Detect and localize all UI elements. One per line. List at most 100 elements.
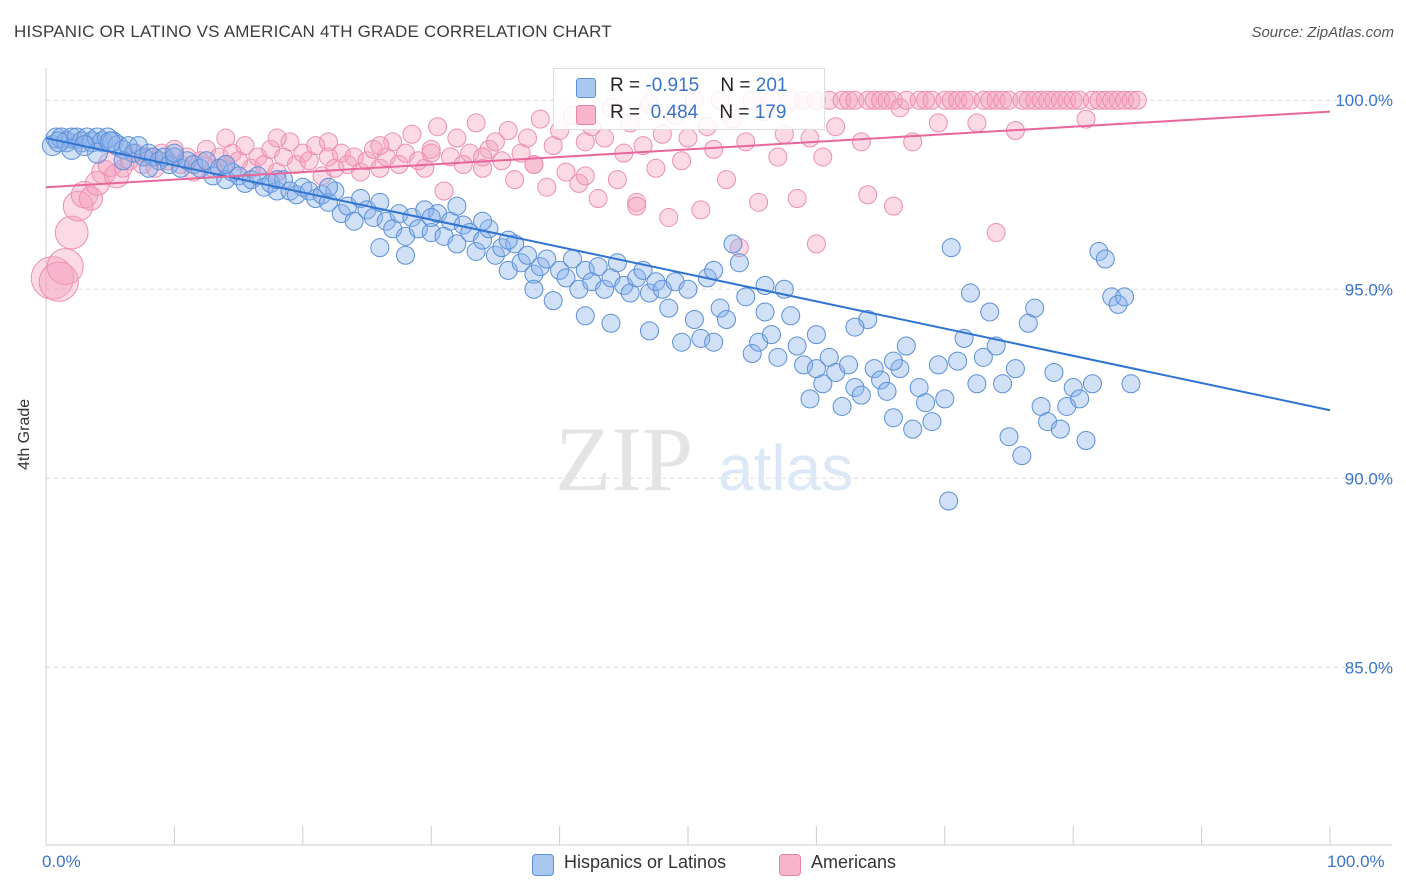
watermark-zip: ZIP bbox=[555, 408, 693, 510]
y-tick-label: 90.0% bbox=[1345, 469, 1393, 488]
americans-point bbox=[575, 166, 595, 186]
legend-swatch-americans bbox=[779, 854, 801, 876]
hispanic-point bbox=[396, 245, 416, 265]
americans-point bbox=[447, 128, 467, 148]
americans-point bbox=[595, 128, 615, 148]
hispanic-point bbox=[1063, 378, 1083, 398]
n-label: N = bbox=[720, 75, 756, 96]
hispanic-point bbox=[216, 155, 236, 175]
americans-point bbox=[46, 248, 84, 286]
hispanic-point bbox=[550, 260, 570, 280]
hispanic-point bbox=[806, 359, 826, 379]
americans-point bbox=[736, 132, 756, 152]
americans-point bbox=[672, 151, 692, 171]
hispanic-point bbox=[851, 385, 871, 405]
americans-point bbox=[485, 132, 505, 152]
hispanic-point bbox=[646, 272, 666, 292]
x-tick-label-max: 100.0% bbox=[1327, 852, 1385, 871]
americans-point bbox=[749, 192, 769, 212]
hispanic-point bbox=[1076, 430, 1096, 450]
americans-point bbox=[54, 215, 89, 250]
trend-lines bbox=[45, 110, 1331, 412]
hispanic-point bbox=[607, 253, 627, 273]
americans-point bbox=[627, 196, 647, 216]
americans-point bbox=[286, 155, 306, 175]
hispanic-point bbox=[530, 257, 550, 277]
hispanic-point bbox=[447, 234, 467, 254]
hispanic-point bbox=[871, 370, 891, 390]
americans-point bbox=[389, 155, 409, 175]
americans-point bbox=[479, 139, 499, 159]
hispanic-point bbox=[729, 253, 749, 273]
americans-point bbox=[826, 117, 846, 137]
americans-point bbox=[1076, 109, 1096, 129]
hispanic-point bbox=[684, 310, 704, 330]
hispanic-point bbox=[1070, 389, 1090, 409]
hispanic-point bbox=[710, 298, 730, 318]
hispanic-point bbox=[723, 234, 743, 254]
hispanic-point bbox=[755, 302, 775, 322]
americans-point bbox=[678, 128, 698, 148]
americans-point bbox=[800, 128, 820, 148]
hispanic-point bbox=[800, 389, 820, 409]
hispanic-point bbox=[736, 287, 756, 307]
hispanic-point bbox=[318, 177, 338, 197]
americans-point bbox=[967, 113, 987, 133]
legend-label-hispanic: Hispanics or Latinos bbox=[564, 852, 727, 872]
americans-point bbox=[588, 189, 608, 209]
americans-point bbox=[883, 196, 903, 216]
hispanic-point bbox=[806, 325, 826, 345]
americans-point bbox=[691, 200, 711, 220]
legend-text-americans: R = 0.484 N = 179 bbox=[610, 102, 786, 124]
americans-point bbox=[537, 177, 557, 197]
watermark: ZIP atlas bbox=[555, 408, 853, 510]
americans-point bbox=[569, 173, 589, 193]
hispanic-point bbox=[877, 381, 897, 401]
hispanic-point bbox=[903, 419, 923, 439]
americans-point bbox=[113, 158, 133, 178]
americans-point bbox=[466, 113, 486, 133]
hispanic-point bbox=[511, 253, 531, 273]
hispanic-point bbox=[967, 374, 987, 394]
hispanic-point bbox=[1089, 241, 1109, 261]
americans-point bbox=[851, 132, 871, 152]
americans-point bbox=[498, 120, 518, 140]
watermark-atlas: atlas bbox=[718, 432, 853, 504]
hispanic-point bbox=[960, 283, 980, 303]
r-value: 0.484 bbox=[645, 102, 699, 123]
hispanic-point bbox=[948, 351, 968, 371]
hispanic-point bbox=[1044, 362, 1064, 382]
hispanic-point bbox=[595, 279, 615, 299]
legend-swatch-americans bbox=[576, 105, 596, 125]
americans-point bbox=[38, 261, 79, 302]
hispanic-point bbox=[48, 131, 70, 153]
americans-points bbox=[30, 90, 1147, 302]
hispanic-point bbox=[575, 306, 595, 326]
hispanic-point bbox=[99, 131, 121, 153]
r-label: R = bbox=[610, 75, 646, 96]
americans-point bbox=[370, 136, 390, 156]
hispanic-point bbox=[742, 344, 762, 364]
hispanic-point bbox=[1121, 374, 1141, 394]
americans-point bbox=[1127, 90, 1147, 110]
americans-point bbox=[633, 136, 653, 156]
hispanic-point bbox=[672, 332, 692, 352]
americans-point bbox=[280, 132, 300, 152]
hispanic-trend-line bbox=[45, 137, 1331, 412]
hispanic-point bbox=[1082, 374, 1102, 394]
hispanic-point bbox=[704, 260, 724, 280]
hispanic-point bbox=[980, 302, 1000, 322]
americans-point bbox=[858, 185, 878, 205]
hispanic-point bbox=[1115, 287, 1135, 307]
americans-trend-line bbox=[45, 110, 1331, 189]
americans-point bbox=[993, 90, 1013, 110]
r-label: R = bbox=[610, 102, 646, 123]
americans-point bbox=[209, 147, 229, 167]
americans-point bbox=[704, 139, 724, 159]
americans-point bbox=[916, 90, 936, 110]
americans-point bbox=[839, 90, 858, 110]
hispanic-point bbox=[492, 238, 512, 258]
hispanic-point bbox=[543, 291, 563, 311]
hispanic-point bbox=[973, 347, 993, 367]
hispanic-point bbox=[518, 245, 537, 265]
